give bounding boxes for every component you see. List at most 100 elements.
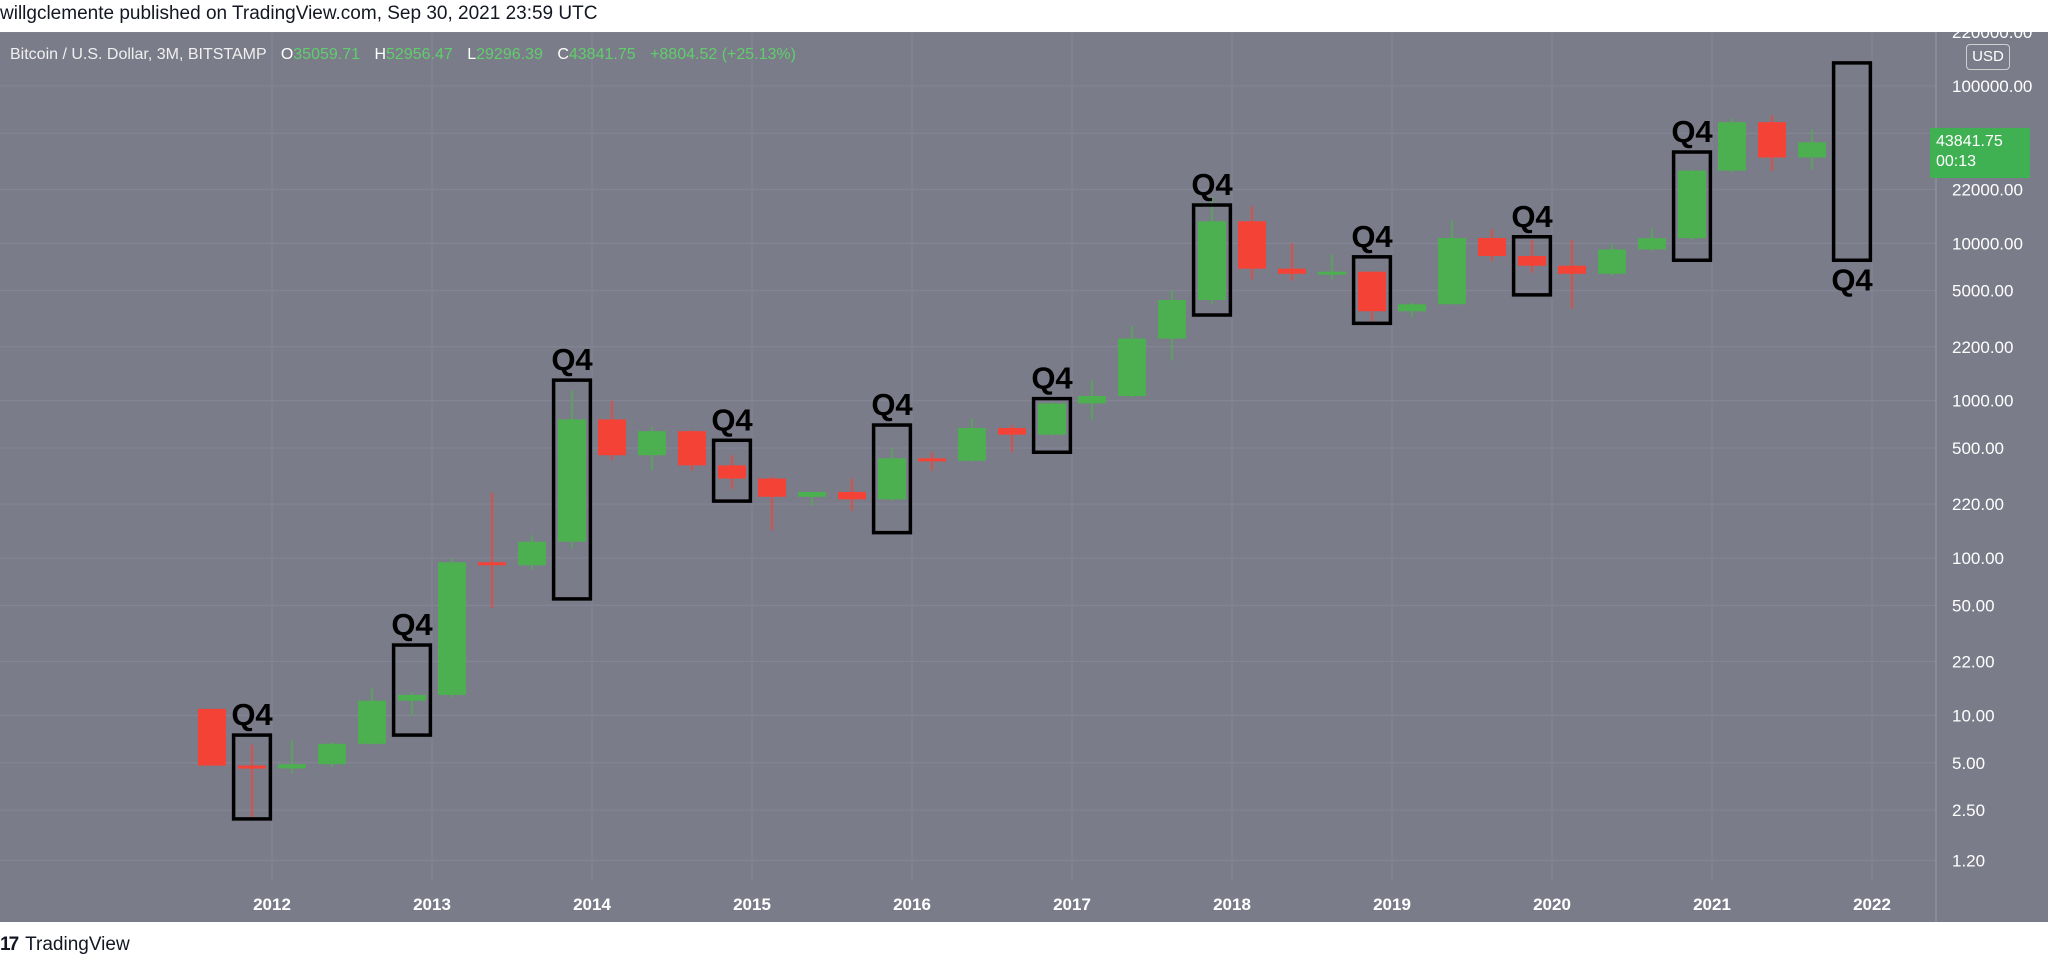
x-tick-label: 2012: [253, 895, 291, 914]
footer-brand[interactable]: TradingView: [25, 934, 130, 955]
candle-body: [1438, 238, 1466, 305]
y-tick-label: 5000.00: [1952, 282, 2013, 301]
candle-body: [558, 419, 586, 542]
candle-body: [1078, 396, 1106, 404]
candle-body: [1758, 122, 1786, 158]
y-tick-label: 220.00: [1952, 495, 2004, 514]
open-label: O: [280, 46, 294, 63]
x-tick-label: 2021: [1693, 895, 1731, 914]
high-value: 52956.47: [386, 46, 453, 63]
x-tick-label: 2017: [1053, 895, 1091, 914]
y-tick-label: 500.00: [1952, 439, 2004, 458]
q4-box: [231, 733, 273, 821]
candle-body: [678, 431, 706, 466]
candle-body: [398, 694, 426, 701]
candle-body: [1798, 142, 1826, 158]
candle-body: [798, 491, 826, 497]
x-axis[interactable]: 2012 2013 2014 2015 2016 2017 2018 2019 2020 2021…: [253, 895, 1891, 914]
y-tick-label: 1000.00: [1952, 392, 2013, 411]
close-value: 43841.75: [568, 46, 636, 63]
close-label: C: [557, 46, 569, 63]
q4-label: Q4: [871, 387, 913, 422]
q4-label: Q4: [1191, 167, 1233, 202]
y-tick-label: 100000.00: [1952, 77, 2032, 96]
q4-box: [1191, 203, 1233, 317]
y-tick-label: 2200.00: [1952, 338, 2013, 357]
candle-body: [918, 458, 946, 462]
candle-body: [518, 541, 546, 566]
x-tick-label: 2022: [1853, 895, 1891, 914]
x-tick-label: 2019: [1373, 895, 1411, 914]
candle-body: [1158, 300, 1186, 339]
chart-area[interactable]: Q4 Q4 Q4 Q4 Q4 Q4 Q4 Q4 Q4 Q4 Q4 220000.00 100000.0…: [0, 32, 2048, 922]
published-header: willgclemente published on TradingView.c…: [0, 3, 598, 24]
candle-body: [1558, 265, 1586, 274]
candle-body: [238, 765, 266, 769]
low-value: 29296.39: [476, 46, 543, 63]
q4-label: Q4: [231, 697, 273, 732]
symbol-title[interactable]: Bitcoin / U.S. Dollar, 3M, BITSTAMP: [10, 46, 267, 63]
tradingview-logo-icon[interactable]: 17: [0, 934, 19, 955]
high-label: H: [374, 46, 387, 63]
candle-body: [1198, 221, 1226, 301]
q4-box: [551, 378, 593, 601]
grid-lines: [0, 32, 1936, 880]
currency-button[interactable]: USD: [1966, 44, 2010, 70]
q4-label: Q4: [1671, 114, 1713, 149]
candle-body: [638, 431, 666, 456]
x-tick-label: 2020: [1533, 895, 1571, 914]
q4-annotations: Q4 Q4 Q4 Q4 Q4 Q4 Q4 Q4 Q4 Q4 Q4: [231, 61, 1873, 821]
candle-body: [1678, 170, 1706, 239]
candle-body: [598, 419, 626, 456]
candle-body: [1038, 403, 1066, 435]
candle-body: [958, 428, 986, 461]
ohlc-legend: Bitcoin / U.S. Dollar, 3M, BITSTAMP O350…: [10, 46, 796, 64]
low-label: L: [467, 46, 477, 63]
candle-body: [1278, 268, 1306, 274]
current-price: 43841.75: [1936, 133, 2003, 150]
candle-body: [1118, 338, 1146, 397]
y-tick-label: 22.00: [1952, 653, 1995, 672]
q4-label: Q4: [1831, 262, 1873, 297]
q4-label: Q4: [1511, 199, 1553, 234]
x-tick-label: 2018: [1213, 895, 1251, 914]
y-tick-label: 10.00: [1952, 706, 1995, 725]
candle-body: [438, 562, 466, 695]
candle-body: [1318, 271, 1346, 275]
x-tick-label: 2014: [573, 895, 611, 914]
q4-box: [1671, 150, 1713, 263]
q4-label: Q4: [711, 402, 753, 437]
x-tick-label: 2015: [733, 895, 771, 914]
q4-box: [711, 438, 753, 503]
price-scale-background: [1936, 32, 2048, 922]
candle-body: [358, 700, 386, 744]
q4-label: Q4: [1351, 219, 1393, 254]
change-value: +8804.52 (+25.13%): [650, 46, 796, 63]
q4-label: Q4: [1031, 361, 1073, 396]
candles: [198, 115, 1826, 819]
candle-body: [1638, 238, 1666, 250]
candle-body: [1718, 122, 1746, 171]
candle-body: [1358, 271, 1386, 312]
candle-body: [1238, 221, 1266, 269]
x-tick-label: 2016: [893, 895, 931, 914]
candle-body: [838, 491, 866, 500]
y-tick-label: 10000.00: [1952, 234, 2023, 253]
candle-body: [998, 428, 1026, 435]
candle-body: [318, 743, 346, 765]
q4-box: [871, 423, 913, 535]
candlestick-chart[interactable]: Q4 Q4 Q4 Q4 Q4 Q4 Q4 Q4 Q4 Q4 Q4 220000.00 100000.0…: [0, 32, 2048, 922]
q4-label: Q4: [391, 607, 433, 642]
y-tick-label: 2.50: [1952, 801, 1985, 820]
q4-label: Q4: [551, 342, 593, 377]
current-price-label: 43841.75 00:13: [1930, 128, 2030, 178]
open-value: 35059.71: [293, 46, 361, 63]
candle-body: [1398, 304, 1426, 312]
q4-box: [1511, 235, 1553, 297]
y-tick-label: 5.00: [1952, 754, 1985, 773]
candle-body: [198, 708, 226, 766]
bar-countdown: 00:13: [1936, 153, 1977, 170]
candle-body: [1598, 249, 1626, 274]
candle-body: [478, 562, 506, 566]
candle-body: [878, 458, 906, 500]
